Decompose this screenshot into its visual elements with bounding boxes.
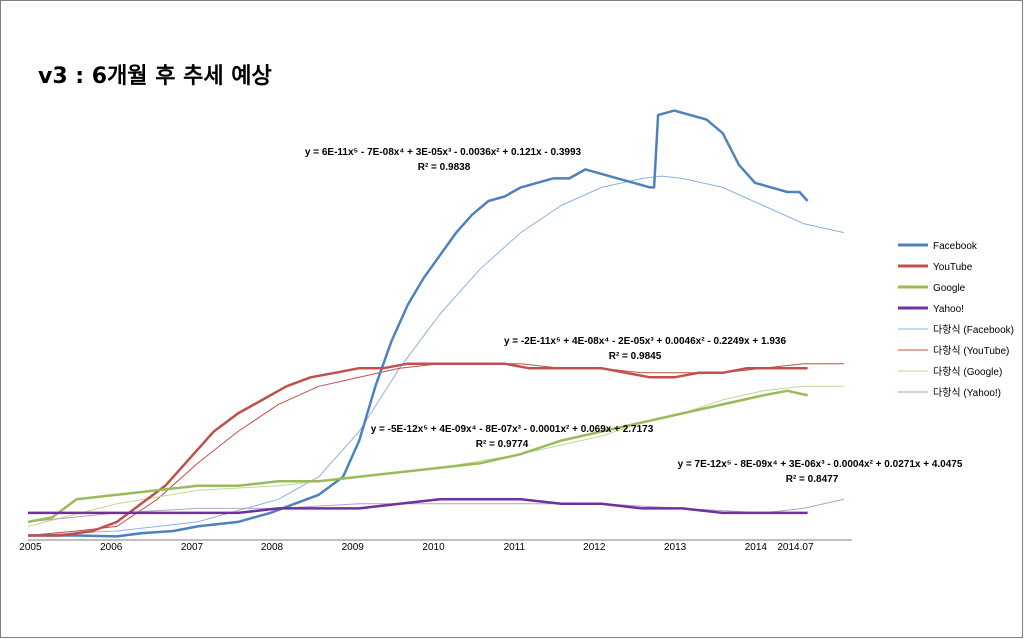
trendline-3 (27, 498, 845, 523)
x-tick-label-5: 2010 (422, 542, 445, 553)
legend-label-7: 다항식 (Yahoo!) (933, 387, 1001, 399)
x-tick-label-1: 2006 (100, 542, 123, 553)
x-tick-label-3: 2008 (261, 542, 284, 553)
x-tick-label-4: 2009 (342, 542, 365, 553)
trend-r2-2: R² = 0.9774 (476, 439, 529, 450)
x-tick-label-2: 2007 (181, 542, 204, 553)
trend-equation-0: y = 6E-11x⁵ - 7E-08x⁴ + 3E-05x³ - 0.0036… (305, 147, 582, 158)
trendline-1 (27, 363, 844, 536)
trend-equation-1: y = -2E-11x⁵ + 4E-08x⁴ - 2E-05x³ + 0.004… (504, 336, 786, 347)
x-tick-label-10: 2014.07 (777, 542, 814, 553)
trend-equation-3: y = 7E-12x⁵ - 8E-09x⁴ + 3E-06x³ - 0.0004… (678, 459, 963, 470)
series-line-0 (28, 109, 809, 538)
x-tick-label-7: 2012 (583, 542, 606, 553)
legend-label-2: Google (933, 283, 966, 294)
legend-label-4: 다항식 (Facebook) (933, 324, 1014, 336)
trendline-2 (27, 385, 844, 527)
legend-label-1: YouTube (933, 262, 973, 273)
x-tick-label-0: 2005 (19, 542, 42, 553)
trend-equation-2: y = -5E-12x⁵ + 4E-09x⁴ - 8E-07x³ - 0.000… (371, 424, 654, 435)
legend-label-5: 다항식 (YouTube) (933, 345, 1009, 357)
slide-title: v3 : 6개월 후 추세 예상 (38, 64, 272, 89)
trendline-0 (27, 175, 845, 536)
x-tick-label-9: 2014 (745, 542, 768, 553)
trend-r2-1: R² = 0.9845 (609, 351, 662, 362)
x-tick-label-6: 2011 (504, 542, 526, 553)
legend-label-0: Facebook (933, 241, 978, 252)
legend-label-3: Yahoo! (933, 304, 964, 315)
legend-label-6: 다항식 (Google) (933, 366, 1002, 378)
trend-r2-0: R² = 0.9838 (418, 162, 471, 173)
series-line-2 (27, 389, 808, 524)
series-line-3 (28, 498, 808, 515)
series-line-1 (28, 362, 808, 537)
trend-r2-3: R² = 0.8477 (786, 474, 839, 485)
x-tick-label-8: 2013 (664, 542, 687, 553)
